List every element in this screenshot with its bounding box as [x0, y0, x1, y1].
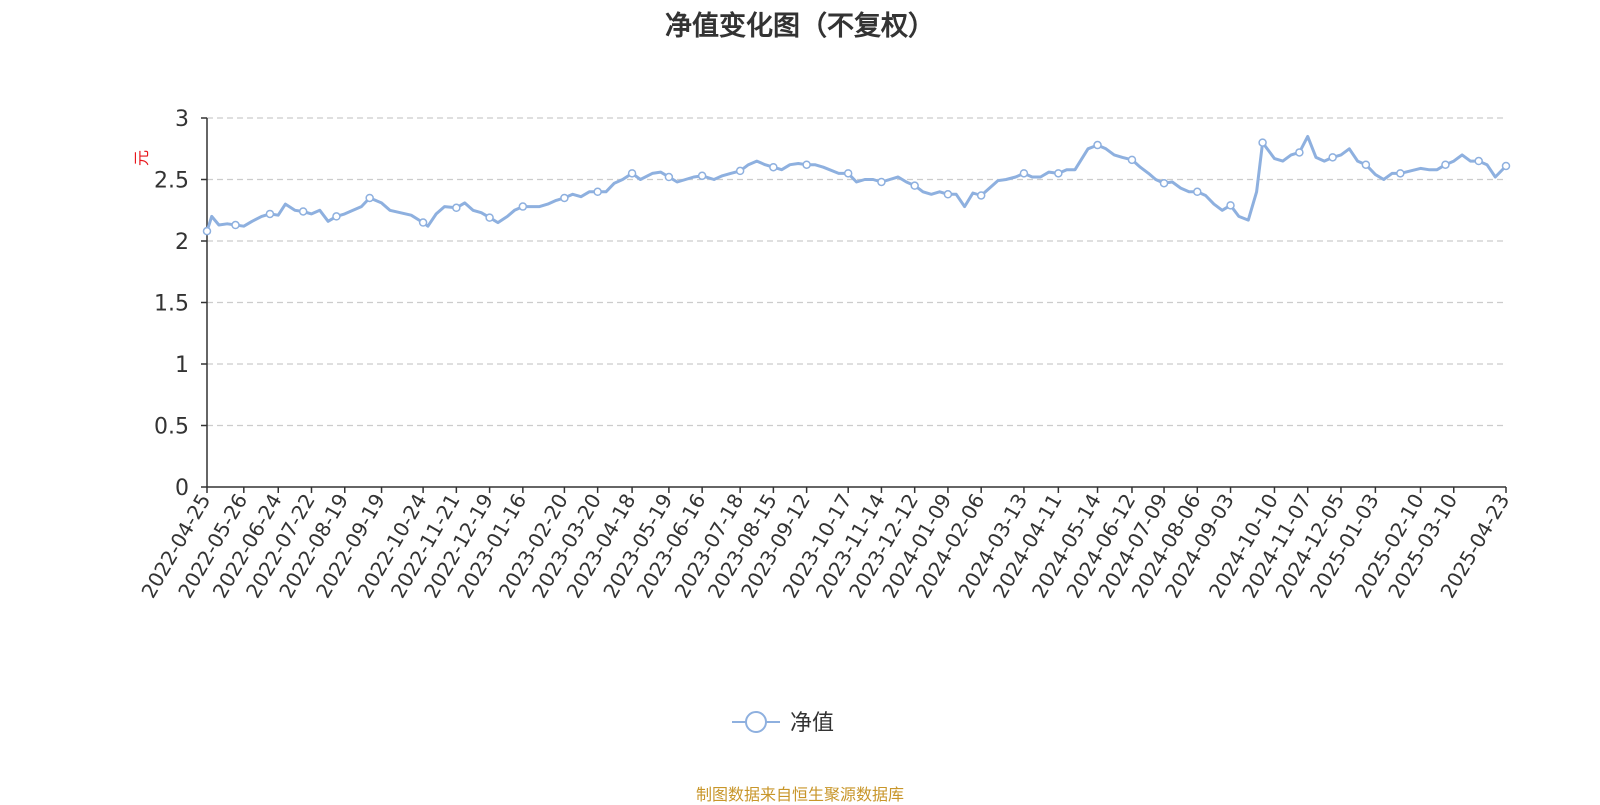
- y-tick-label: 3: [175, 107, 189, 132]
- data-point: [202, 226, 212, 236]
- data-point: [365, 193, 374, 203]
- y-tick-label: 0: [175, 476, 189, 501]
- data-point: [332, 212, 341, 221]
- data-point: [843, 169, 853, 178]
- data-point: [976, 191, 986, 200]
- data-point: [664, 172, 674, 182]
- data-point: [1474, 156, 1483, 166]
- data-point: [1258, 138, 1267, 147]
- data-point: [265, 209, 275, 219]
- data-point: [1226, 201, 1235, 210]
- data-point: [1019, 169, 1029, 178]
- data-point: [1396, 169, 1405, 178]
- y-tick-label: 1.5: [154, 292, 189, 317]
- data-point: [910, 181, 919, 190]
- data-point: [593, 187, 602, 197]
- data-point: [802, 160, 811, 169]
- data-point: [1093, 140, 1102, 150]
- data-point: [298, 207, 308, 216]
- y-axis-unit-label: 元: [132, 150, 151, 166]
- data-point: [1441, 160, 1450, 169]
- data-point: [1193, 187, 1202, 197]
- data-point: [1159, 178, 1169, 188]
- y-tick-label: 2.5: [154, 169, 189, 194]
- legend[interactable]: 净值: [732, 711, 834, 736]
- data-point: [1361, 160, 1371, 169]
- y-tick-label: 2: [175, 230, 189, 255]
- data-point: [943, 190, 953, 199]
- data-point: [735, 166, 745, 176]
- x-axis-ticks: 2022-04-252022-05-262022-06-242022-07-22…: [136, 487, 1514, 602]
- series-line: [205, 134, 1508, 232]
- data-point: [877, 177, 886, 187]
- legend-marker-icon: [745, 711, 767, 733]
- legend-label: 净值: [790, 711, 834, 736]
- y-axis-ticks: 0 0.5 1 1.5 2 2.5 3: [154, 107, 207, 501]
- y-tick-label: 1: [175, 353, 189, 378]
- data-point: [518, 202, 528, 211]
- series-layer: [202, 134, 1511, 236]
- data-point: [1295, 148, 1304, 157]
- source-note: 制图数据来自恒生聚源数据库: [695, 785, 904, 804]
- data-point: [697, 171, 707, 181]
- grid-lines: [207, 117, 1506, 427]
- y-tick-label: 0.5: [154, 415, 189, 440]
- data-point: [1127, 155, 1137, 165]
- data-point: [1054, 169, 1063, 178]
- data-point: [560, 193, 569, 203]
- data-point: [1501, 161, 1511, 171]
- data-point: [231, 220, 240, 230]
- chart-title: 净值变化图（不复权）: [665, 11, 935, 42]
- data-point: [485, 213, 494, 222]
- data-point: [452, 203, 461, 213]
- data-point: [627, 169, 637, 178]
- data-point: [1328, 153, 1337, 162]
- data-point: [769, 162, 778, 172]
- data-point: [418, 218, 428, 227]
